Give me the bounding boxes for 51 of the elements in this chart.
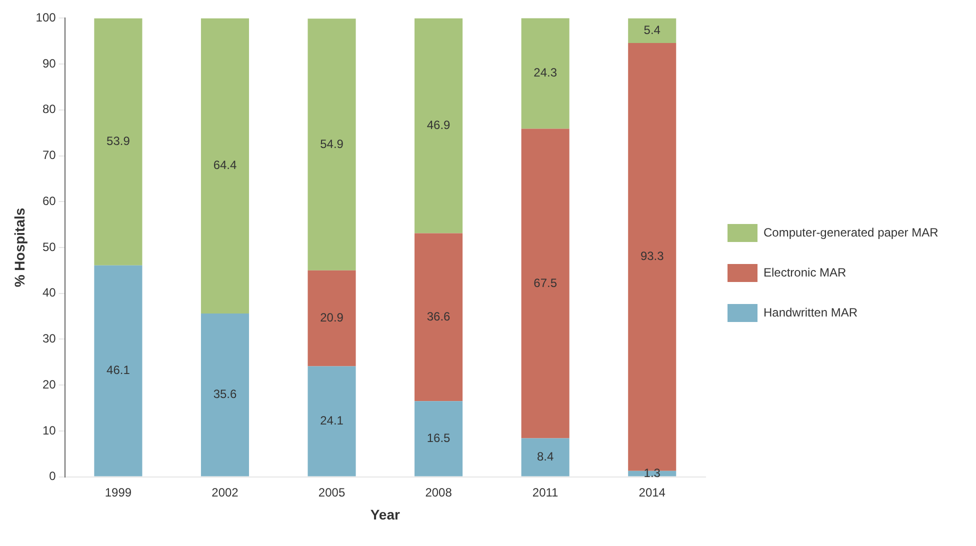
- legend-label: Handwritten MAR: [764, 305, 858, 320]
- bar: [414, 233, 463, 402]
- x-tick-label: 2008: [425, 485, 452, 500]
- data-label: 5.4: [644, 22, 661, 37]
- y-axis-title: % Hospitals: [11, 208, 28, 288]
- bar: [521, 18, 570, 129]
- x-axis-title: Year: [370, 506, 400, 522]
- legend-label: Electronic MAR: [764, 265, 847, 280]
- bar: [521, 438, 570, 476]
- bar: [521, 128, 570, 438]
- y-tick-label: 70: [42, 148, 56, 162]
- data-label: 64.4: [213, 158, 237, 172]
- bar: [308, 18, 356, 270]
- bar: [308, 366, 356, 476]
- x-tick-label: 1999: [104, 485, 132, 500]
- bar: [94, 18, 142, 266]
- data-label: 54.9: [320, 136, 344, 151]
- bar: [414, 18, 463, 234]
- x-tick-label: 2011: [532, 485, 559, 500]
- data-label: 24.3: [534, 65, 558, 80]
- data-label: 53.9: [106, 134, 130, 148]
- x-tick-label: 2005: [318, 485, 346, 500]
- data-label: 36.6: [426, 310, 451, 324]
- y-tick-label: 60: [42, 194, 56, 208]
- data-label: 24.1: [320, 414, 344, 428]
- y-tick-label: 80: [42, 102, 56, 116]
- y-tick-label: 30: [42, 332, 56, 346]
- x-tick-label: 2014: [638, 485, 666, 500]
- legend-label: Computer-generated paper MAR: [764, 225, 939, 240]
- bar: [308, 270, 356, 366]
- data-label: 46.1: [106, 363, 130, 378]
- y-tick-label: 0: [49, 469, 56, 484]
- x-tick-label: 2002: [212, 485, 239, 500]
- y-tick-label: 90: [42, 56, 56, 70]
- y-tick-label: 40: [42, 286, 56, 300]
- y-tick-label: 10: [42, 423, 56, 438]
- bar: [200, 18, 250, 314]
- data-label: 16.5: [426, 431, 451, 446]
- bar: [414, 401, 463, 476]
- data-label: 93.3: [640, 249, 664, 264]
- y-tick-label: 100: [36, 10, 56, 25]
- bar: [628, 18, 676, 43]
- bar: [200, 314, 250, 476]
- data-label: 20.9: [320, 310, 344, 325]
- data-label: 46.9: [426, 118, 451, 132]
- bar: [94, 265, 142, 476]
- data-label: 67.5: [534, 276, 558, 290]
- y-tick-label: 50: [42, 240, 56, 254]
- data-label: 8.4: [536, 450, 554, 464]
- y-tick-label: 20: [42, 377, 56, 392]
- data-label: 35.6: [213, 387, 237, 402]
